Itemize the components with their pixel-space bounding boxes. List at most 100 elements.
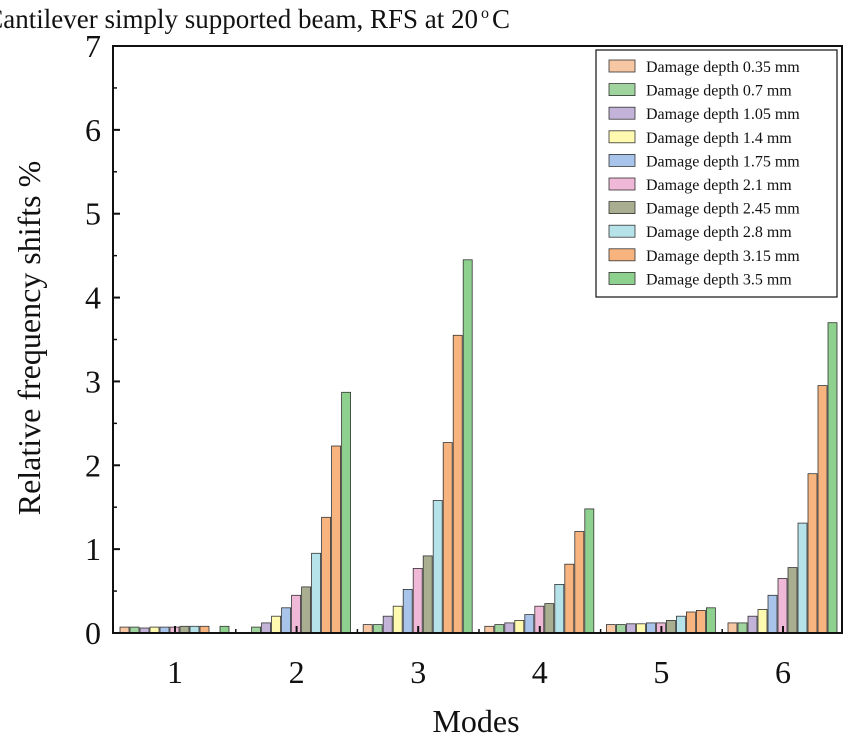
bar-mode3-series4 xyxy=(392,605,403,634)
bar-mode1-series8 xyxy=(189,625,200,634)
legend-label-4: Damage depth 1.4 mm xyxy=(646,130,792,147)
legend-swatch-5 xyxy=(608,153,636,167)
y-tick-label: 4 xyxy=(85,280,101,316)
bar-mode2-series5 xyxy=(281,607,292,634)
y-tick-label: 3 xyxy=(85,363,101,399)
bar-mode3-series9 xyxy=(442,442,453,634)
bar-mode6-series5 xyxy=(767,594,778,634)
bar-mode5-series10 xyxy=(706,607,716,634)
bar-mode1-series9 xyxy=(199,625,210,634)
legend-label-8: Damage depth 2.8 mm xyxy=(646,224,792,241)
y-tick-label: 6 xyxy=(85,112,101,148)
legend-label-6: Damage depth 2.1 mm xyxy=(646,177,792,194)
legend-swatch-2 xyxy=(608,83,636,96)
bar-mode4-series2 xyxy=(494,624,505,634)
x-axis-label: Modes xyxy=(432,703,519,739)
bar-mode5-series5 xyxy=(646,622,656,634)
bar-mode2-series7 xyxy=(301,586,312,634)
legend-swatch-10 xyxy=(608,271,636,285)
legend-label-9: Damage depth 3.15 mm xyxy=(646,248,800,265)
bar-mode4-series9 xyxy=(564,563,575,634)
legend-swatch-4 xyxy=(608,130,636,144)
bar-mode6-series10 xyxy=(827,322,838,634)
bar-mode2-series8 xyxy=(311,552,322,634)
chart-title: Cantilever simply supported beam, RFS at… xyxy=(0,4,478,34)
bar-mode3-series8 xyxy=(432,500,443,634)
bars-layer xyxy=(119,259,838,634)
bar-mode4-series3 xyxy=(504,622,515,634)
bar-mode5-series3 xyxy=(626,623,636,634)
chart-title-superscript: o xyxy=(481,5,489,22)
legend-swatch-8 xyxy=(608,224,636,238)
chart-title-group: Cantilever simply supported beam, RFS at… xyxy=(0,4,510,34)
legend: Damage depth 0.35 mm Damage depth 0.7 mm D… xyxy=(595,49,838,298)
bar-mode3-series2 xyxy=(372,624,383,634)
y-tick-label: 7 xyxy=(85,28,101,64)
axes-layer: 0 1 2 3 4 5 6 7 1 2 3 4 5 6 xyxy=(85,28,843,690)
bar-mode4-series8 xyxy=(554,584,565,634)
legend-swatch-3 xyxy=(608,106,636,120)
legend-swatch-6 xyxy=(608,177,636,191)
bar-mode6-series1 xyxy=(727,622,738,634)
y-tick-label: 5 xyxy=(85,196,101,232)
bar-mode4-series7 xyxy=(544,603,555,634)
bar-mode2-extra xyxy=(331,445,342,634)
bar-mode4-extra xyxy=(574,531,585,634)
bar-mode5-series1 xyxy=(606,624,616,634)
bar-mode5-series4 xyxy=(636,623,646,634)
bar-mode6-extra xyxy=(817,385,828,634)
bar-mode2-series4 xyxy=(271,615,282,634)
x-tick-label: 4 xyxy=(532,654,548,690)
legend-label-10: Damage depth 3.5 mm xyxy=(646,271,792,288)
bar-mode2-series3 xyxy=(261,622,272,634)
legend-swatch-7 xyxy=(608,201,636,215)
x-tick-label: 6 xyxy=(775,654,791,690)
bar-mode6-series4 xyxy=(757,609,768,634)
x-tick-label: 1 xyxy=(167,654,183,690)
bar-mode4-series10 xyxy=(584,508,595,634)
legend-label-2: Damage depth 0.7 mm xyxy=(646,83,792,100)
bar-mode6-series2 xyxy=(737,622,748,634)
bar-mode3-series5 xyxy=(402,589,413,634)
bar-mode4-series1 xyxy=(484,625,495,634)
bar-mode1-series7 xyxy=(179,625,190,634)
legend-label-3: Damage depth 1.05 mm xyxy=(646,106,800,123)
legend-swatch-1 xyxy=(608,59,636,73)
y-tick-label: 0 xyxy=(85,615,101,651)
bar-mode5-series2 xyxy=(616,624,626,634)
bar-mode6-series3 xyxy=(747,615,758,634)
chart-title-unit: C xyxy=(492,4,510,34)
bar-mode2-series10 xyxy=(341,391,352,634)
x-tick-label: 3 xyxy=(410,654,426,690)
bar-mode1-series10 xyxy=(219,625,230,634)
x-tick-label: 5 xyxy=(653,654,669,690)
y-tick-label: 2 xyxy=(85,447,101,483)
legend-label-5: Damage depth 1.75 mm xyxy=(646,153,800,170)
bar-mode6-series8 xyxy=(797,522,808,634)
bar-mode4-series4 xyxy=(514,620,525,634)
legend-swatch-9 xyxy=(608,248,636,262)
legend-box xyxy=(595,49,838,298)
bar-mode6-series9 xyxy=(807,473,818,634)
bar-mode3-series6 xyxy=(412,568,423,634)
x-tick-label: 2 xyxy=(289,654,305,690)
bar-mode5-series9 xyxy=(686,611,696,634)
bar-mode2-series9 xyxy=(321,516,332,634)
bar-mode4-series5 xyxy=(524,614,535,634)
y-axis-label: Relative frequency shifts % xyxy=(11,161,47,516)
bar-mode3-series1 xyxy=(362,624,373,634)
bar-mode5-series8 xyxy=(676,615,686,634)
bar-mode3-series10 xyxy=(462,259,473,634)
y-tick-label: 1 xyxy=(85,531,101,567)
bar-mode6-series7 xyxy=(787,567,798,634)
bar-mode5-series7 xyxy=(666,620,676,634)
bar-mode6-series6 xyxy=(777,578,788,634)
bar-mode3-series7 xyxy=(422,555,433,634)
legend-label-7: Damage depth 2.45 mm xyxy=(646,201,800,218)
bar-mode3-extra xyxy=(452,334,463,634)
bar-mode3-series3 xyxy=(382,615,393,634)
legend-label-1: Damage depth 0.35 mm xyxy=(646,59,800,76)
bar-mode5-extra xyxy=(696,610,706,634)
